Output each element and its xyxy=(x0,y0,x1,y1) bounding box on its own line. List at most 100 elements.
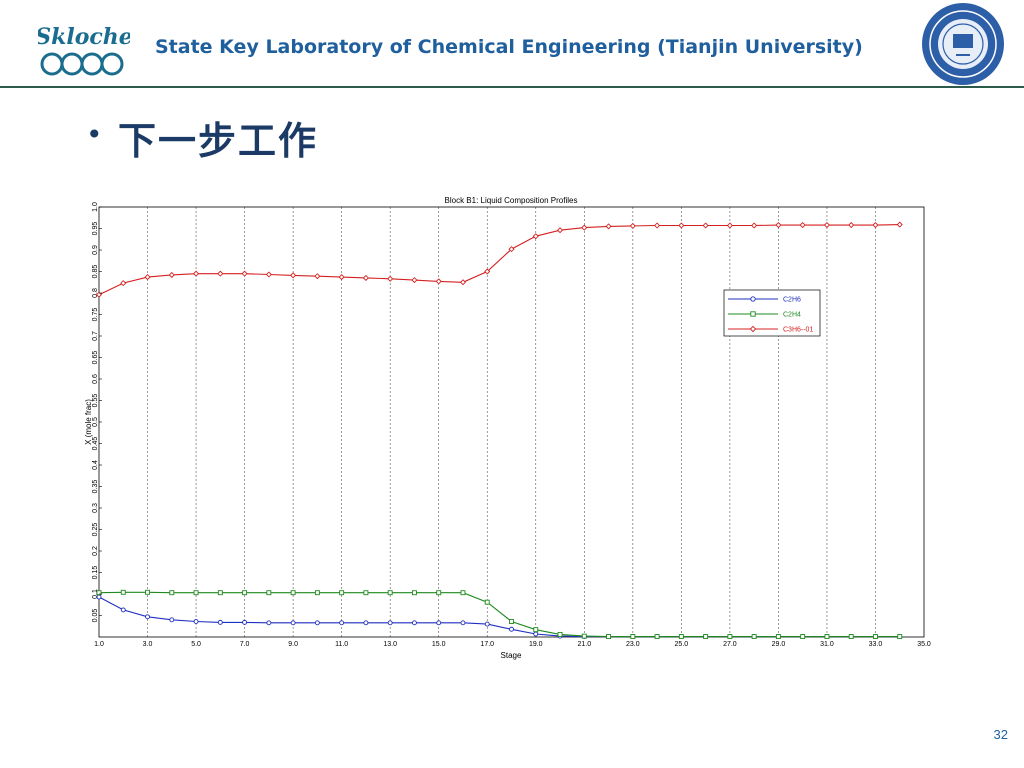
series-line-C2H6 xyxy=(98,596,900,638)
y-tick-label: 0.7 xyxy=(92,331,99,341)
data-point-C3H6--01 xyxy=(823,222,830,229)
data-point-C2H4 xyxy=(606,634,612,640)
data-point-C2H4 xyxy=(387,590,393,596)
data-point-C2H4 xyxy=(873,634,878,640)
data-point-C3H6--01 xyxy=(799,222,806,229)
y-tick-label: 0.55 xyxy=(92,394,99,408)
logo-text: Skloche xyxy=(38,24,130,50)
legend-marker xyxy=(749,325,757,333)
data-point-C2H6 xyxy=(411,620,417,626)
data-point-C2H4 xyxy=(509,619,514,624)
data-point-C3H6--01 xyxy=(144,274,151,281)
data-point-C2H4 xyxy=(96,590,102,596)
x-tick-label: 31.0 xyxy=(820,641,834,648)
data-point-C2H4 xyxy=(411,590,417,596)
data-point-C3H6--01 xyxy=(435,278,442,285)
y-tick-label: 0.6 xyxy=(92,374,99,384)
data-point-C2H4 xyxy=(678,634,684,640)
data-point-C2H4 xyxy=(800,634,806,640)
data-point-C3H6--01 xyxy=(168,271,175,278)
y-tick-label: 0.25 xyxy=(92,523,99,537)
chart-legend: C2H6 C2H4 C3H6--01 xyxy=(723,289,821,337)
data-point-C3H6--01 xyxy=(193,270,200,277)
y-tick-label: 0.3 xyxy=(92,503,99,513)
data-point-C2H4 xyxy=(169,590,175,596)
data-point-C2H4 xyxy=(363,590,369,596)
x-tick-label: 9.0 xyxy=(288,641,298,648)
y-tick-label: 0.5 xyxy=(92,417,99,427)
y-tick-label: 0.85 xyxy=(92,265,99,279)
data-point-C2H6 xyxy=(387,620,393,626)
data-point-C3H6--01 xyxy=(654,222,661,229)
data-point-C2H4 xyxy=(751,634,757,640)
data-point-C3H6--01 xyxy=(387,275,394,282)
data-point-C2H4 xyxy=(824,634,830,640)
legend-entry-C3H6--01: C3H6--01 xyxy=(783,327,813,334)
y-tick-label: 0.15 xyxy=(92,566,99,580)
y-axis-label: X (mole frac) xyxy=(84,399,93,445)
x-tick-label: 29.0 xyxy=(772,641,786,648)
y-tick-label: 0.05 xyxy=(92,609,99,623)
series-line-C3H6--01 xyxy=(98,224,900,296)
x-tick-label: 19.0 xyxy=(529,641,543,648)
x-axis-label: Stage xyxy=(501,651,522,660)
x-tick-label: 25.0 xyxy=(675,641,689,648)
lab-title: State Key Laboratory of Chemical Enginee… xyxy=(155,36,863,58)
chart-title: Block B1: Liquid Composition Profiles xyxy=(445,196,578,205)
university-seal-icon xyxy=(922,3,1004,85)
data-point-C2H4 xyxy=(120,589,126,595)
x-tick-label: 27.0 xyxy=(723,641,737,648)
data-point-C2H6 xyxy=(169,617,175,623)
data-point-C2H4 xyxy=(557,631,563,637)
series-line-C2H4 xyxy=(98,591,900,638)
data-point-C2H4 xyxy=(897,634,903,640)
data-point-C3H6--01 xyxy=(95,291,103,298)
data-point-C2H6 xyxy=(217,619,223,625)
legend-marker xyxy=(750,311,756,317)
data-point-C2H6 xyxy=(145,614,150,620)
data-point-C3H6--01 xyxy=(411,277,418,284)
x-tick-label: 5.0 xyxy=(191,641,201,648)
data-point-C2H6 xyxy=(242,619,248,625)
data-point-C3H6--01 xyxy=(338,274,345,281)
y-tick-label: 0.95 xyxy=(92,222,99,236)
x-tick-label: 21.0 xyxy=(577,641,591,648)
x-tick-label: 3.0 xyxy=(143,641,153,648)
data-point-C2H4 xyxy=(193,590,199,596)
data-point-C2H4 xyxy=(630,634,636,640)
data-point-C2H4 xyxy=(242,590,248,596)
x-tick-label: 7.0 xyxy=(240,641,250,648)
data-point-C2H4 xyxy=(314,590,320,596)
data-point-C3H6--01 xyxy=(508,246,515,253)
data-point-C3H6--01 xyxy=(629,222,636,229)
x-tick-label: 15.0 xyxy=(432,641,446,648)
legend-marker xyxy=(750,296,756,302)
data-point-C2H6 xyxy=(314,620,320,626)
data-point-C3H6--01 xyxy=(848,222,855,229)
y-tick-label: 0.9 xyxy=(92,245,99,255)
x-tick-label: 1.0 xyxy=(94,641,104,648)
data-point-C3H6--01 xyxy=(678,222,685,229)
x-tick-label: 23.0 xyxy=(626,641,640,648)
data-point-C3H6--01 xyxy=(896,221,903,228)
data-point-C2H4 xyxy=(266,590,272,596)
y-tick-label: 1.0 xyxy=(92,202,99,212)
data-point-C3H6--01 xyxy=(581,224,588,231)
y-tick-label: 0.2 xyxy=(92,546,99,556)
y-tick-label: 0.4 xyxy=(92,460,99,470)
data-point-C2H4 xyxy=(436,590,442,596)
data-point-C2H4 xyxy=(775,634,781,640)
data-point-C3H6--01 xyxy=(702,222,709,229)
data-point-C2H6 xyxy=(120,607,126,613)
data-point-C2H4 xyxy=(217,590,223,596)
legend-entry-C2H6: C2H6 xyxy=(783,297,801,304)
plot-frame xyxy=(98,206,925,638)
x-tick-label: 35.0 xyxy=(917,641,931,648)
data-point-C2H6 xyxy=(460,620,466,626)
data-point-C2H4 xyxy=(703,634,709,640)
data-point-C2H4 xyxy=(848,634,854,640)
page-number: 32 xyxy=(993,727,1008,742)
y-tick-label: 0.65 xyxy=(92,351,99,365)
data-point-C2H4 xyxy=(727,634,733,640)
